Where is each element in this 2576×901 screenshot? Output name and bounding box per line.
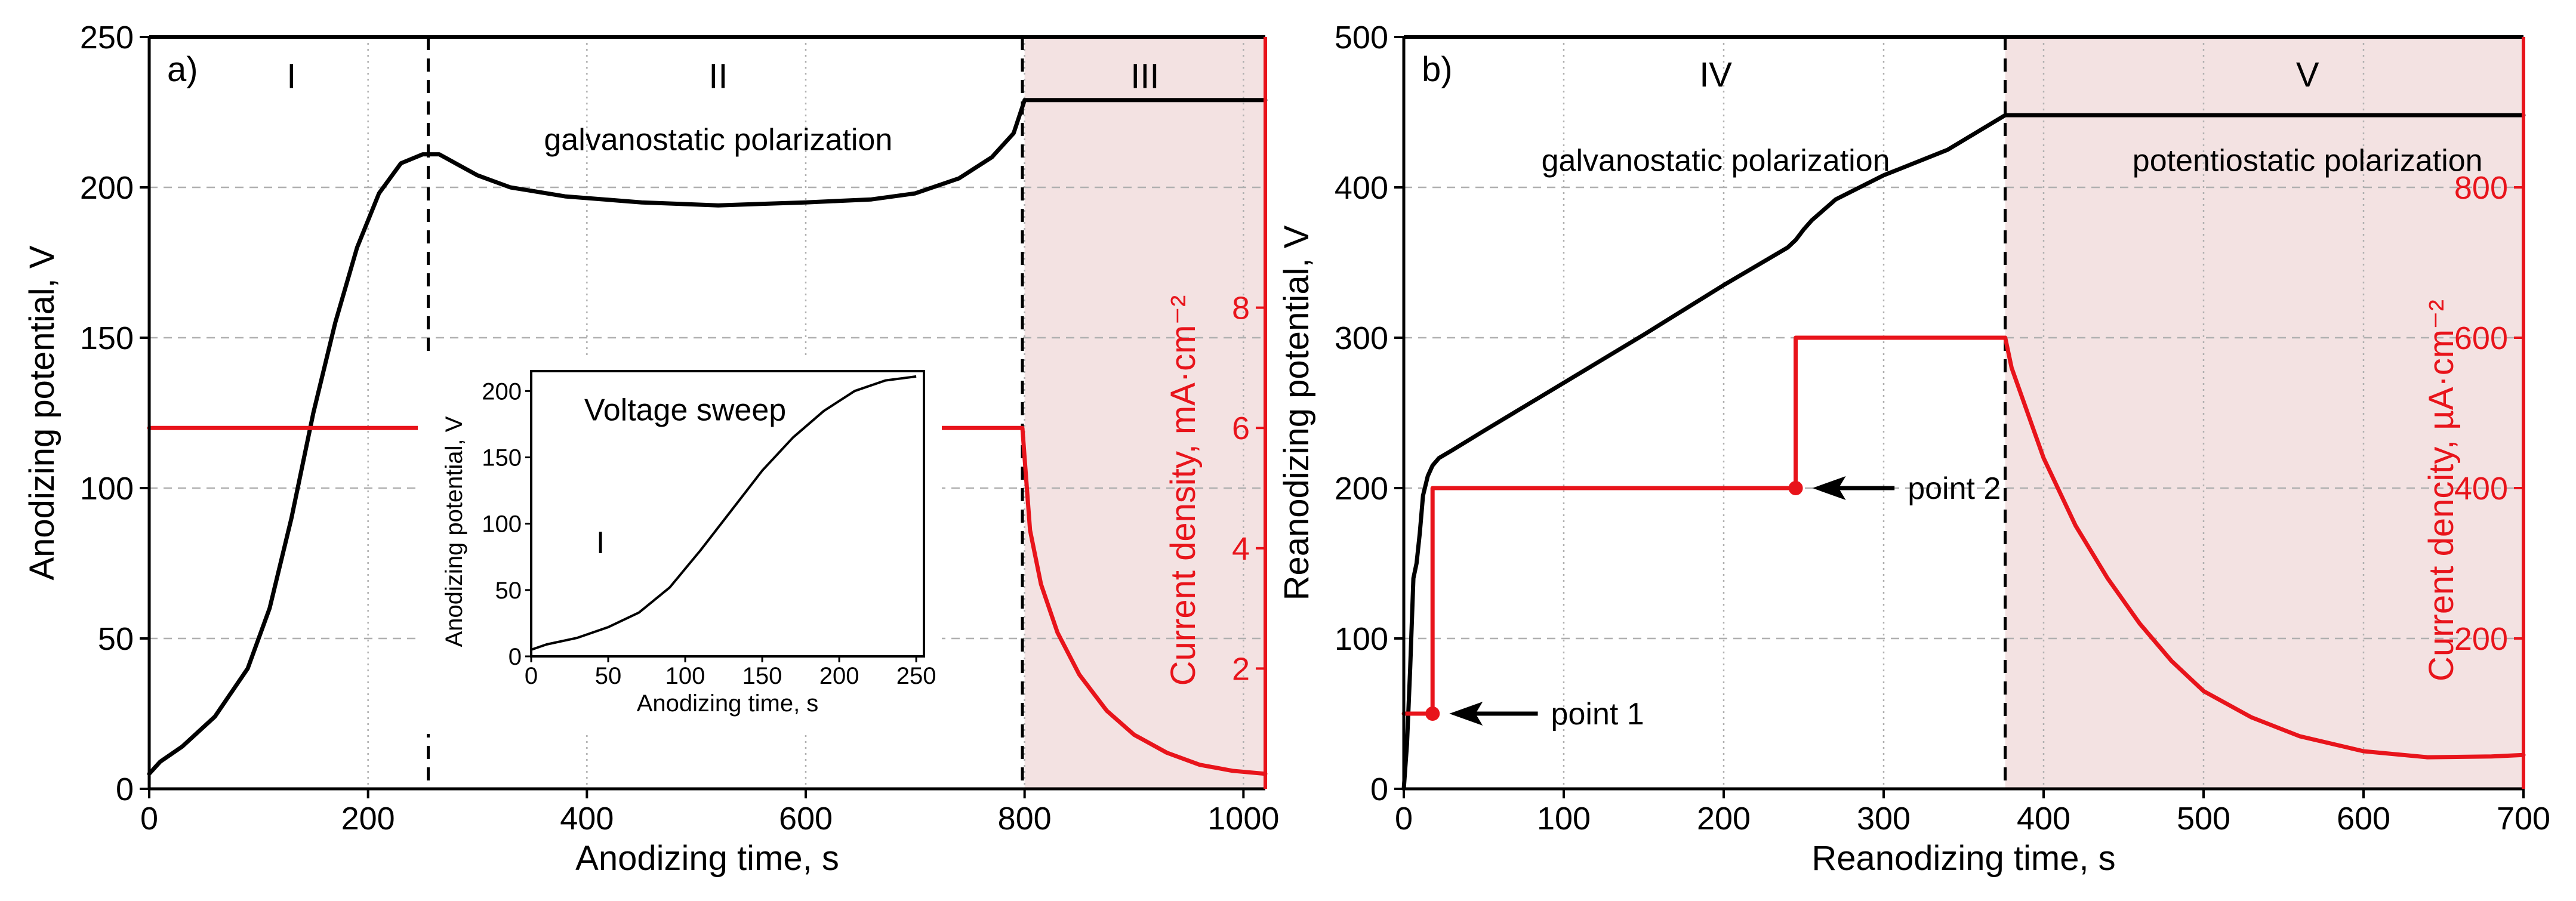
panel-b-y-tick-label: 400	[1335, 170, 1388, 206]
panel-b-stage-label: IV	[1699, 55, 1732, 94]
panel-a-current-line	[147, 425, 1268, 776]
panel-b-point-arrow-head	[1812, 476, 1846, 500]
inset-y-tick-label: 100	[482, 511, 522, 538]
inset-y-tick-label: 150	[482, 445, 522, 471]
panel-b-y2-axis-label: Current dencity, µA·cm⁻²	[2422, 300, 2461, 681]
panel-b-y-tick-label: 200	[1335, 471, 1388, 507]
panel-a-y2-tick-label: 2	[1232, 651, 1250, 687]
inset-x-axis-label: Anodizing time, s	[637, 690, 819, 717]
panel-b-x-tick-label: 300	[1857, 801, 1911, 837]
inset-x-tick-label: 50	[595, 663, 622, 689]
panel-b-x-tick-label: 500	[2177, 801, 2230, 837]
inset-y-axis-label: Anodizing potential, V	[441, 416, 467, 647]
panel-a-y-tick-label: 200	[80, 170, 134, 206]
panel-a-x-axis-label: Anodizing time, s	[575, 839, 839, 878]
panel-b-point-label: point 2	[1908, 471, 2001, 506]
panel-b-panel-label: b)	[1422, 50, 1453, 89]
panel-a-panel-label: a)	[167, 50, 198, 89]
panel-a-y2-tick-label: 4	[1232, 531, 1250, 567]
panel-b-point-label: point 1	[1551, 697, 1644, 732]
panel-b-x-tick-label: 200	[1697, 801, 1751, 837]
panel-b-y-tick-label: 500	[1335, 20, 1388, 55]
panel-a-stage-label: III	[1130, 57, 1159, 96]
panel-b-x-tick-label: 0	[1395, 801, 1413, 837]
panel-a-y2-axis-label: Current density, mA·cm⁻²	[1164, 295, 1203, 686]
panel-b-y2-tick-label: 200	[2454, 621, 2508, 657]
inset-background	[418, 359, 942, 734]
panel-b-point-marker	[1788, 481, 1803, 495]
inset-potential-line	[531, 375, 917, 651]
inset-x-tick-label: 150	[742, 663, 782, 689]
panel-a-x-tick-label: 400	[560, 801, 614, 837]
panel-a-x-tick-label: 200	[341, 801, 395, 837]
panel-b-annotation: potentiostatic polarization	[2133, 144, 2483, 178]
panel-b-stage-label: V	[2296, 55, 2319, 94]
inset-title: Voltage sweep	[584, 393, 786, 428]
panel-a-y2-tick-label: 8	[1232, 291, 1250, 326]
panel-a-y-tick-label: 150	[80, 320, 134, 356]
panel-b-y-tick-label: 100	[1335, 621, 1388, 657]
panel-b-shaded-region	[2005, 37, 2523, 789]
panel-b-point-marker	[1425, 706, 1440, 721]
panel-a-potential-line	[147, 98, 1268, 776]
inset-x-tick-label: 0	[525, 663, 538, 689]
panel-a-x-tick-label: 1000	[1207, 801, 1279, 837]
panel-b-y2-tick-label: 400	[2454, 471, 2508, 507]
inset-stage-label: I	[596, 526, 605, 560]
panel-b-x-tick-label: 700	[2497, 801, 2550, 837]
panel-a-y-tick-label: 250	[80, 20, 134, 55]
panel-a-y-tick-label: 0	[116, 772, 134, 807]
panel-a-y2-tick-label: 6	[1232, 411, 1250, 446]
inset-y-tick-label: 50	[495, 578, 522, 604]
panel-b-x-tick-label: 600	[2337, 801, 2390, 837]
panel-a-y-tick-label: 50	[98, 621, 134, 657]
panel-a-x-tick-label: 0	[140, 801, 158, 837]
panel-b-current-line	[1401, 335, 2526, 760]
panel-a-annotation: galvanostatic polarization	[544, 122, 892, 157]
panel-b-x-tick-label: 400	[2017, 801, 2070, 837]
panel-a-shaded-region	[1024, 37, 1265, 789]
panel-b-x-tick-label: 100	[1537, 801, 1591, 837]
panel-b-potential-line	[1401, 113, 2526, 791]
panel-a-stage-label: II	[708, 57, 728, 96]
inset-y-tick-label: 0	[509, 644, 522, 670]
inset-x-tick-label: 200	[819, 663, 859, 689]
panel-b-y-tick-label: 0	[1370, 772, 1388, 807]
panel-a-y-axis-label: Anodizing potential, V	[23, 245, 61, 580]
panel-a-y-tick-label: 100	[80, 471, 134, 507]
inset-x-tick-label: 250	[896, 663, 936, 689]
panel-b-point-arrow-head	[1449, 702, 1483, 726]
inset-x-tick-label: 100	[665, 663, 705, 689]
panel-b-y2-tick-label: 600	[2454, 320, 2508, 356]
panel-a-x-tick-label: 800	[998, 801, 1052, 837]
panel-b-y-axis-label: Reanodizing potential, V	[1277, 225, 1316, 600]
panel-b-x-axis-label: Reanodizing time, s	[1811, 839, 2115, 878]
panel-b-y2-tick-label: 800	[2454, 170, 2508, 206]
panel-a-stage-label: I	[286, 57, 296, 96]
inset-y-tick-label: 200	[482, 378, 522, 405]
panel-b-annotation: galvanostatic polarization	[1542, 144, 1890, 178]
panel-b-y-tick-label: 300	[1335, 320, 1388, 356]
panel-a-x-tick-label: 600	[779, 801, 833, 837]
inset-frame	[530, 370, 925, 658]
